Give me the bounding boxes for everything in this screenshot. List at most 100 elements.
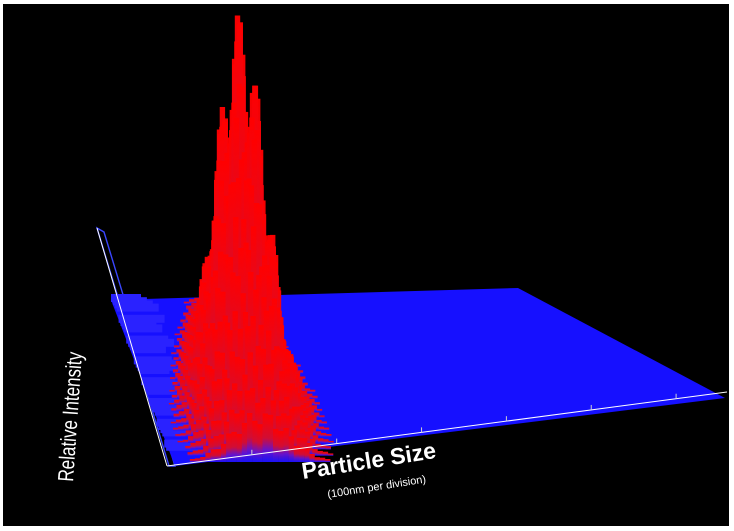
surface-bar — [319, 415, 325, 418]
surface-bar — [181, 402, 187, 412]
surface-bar — [188, 436, 194, 443]
surface-bar — [177, 326, 183, 330]
surface-bar — [195, 441, 201, 450]
surface-bar — [312, 435, 319, 444]
surface-bar — [186, 305, 192, 311]
surface-bar — [197, 449, 204, 456]
surface-bar — [173, 357, 179, 361]
surface-bar — [310, 438, 316, 450]
surface-bar — [176, 338, 183, 342]
surface-bar — [210, 449, 216, 462]
surface-bar — [314, 457, 320, 462]
surface-ripple — [118, 314, 165, 323]
surface-ripple — [133, 356, 172, 365]
surface-bar — [295, 364, 301, 368]
surface-bar — [196, 420, 202, 437]
surface-bar — [316, 419, 322, 425]
surface-bar — [173, 413, 179, 418]
surface-bar — [221, 443, 227, 462]
surface-bar — [198, 430, 204, 444]
y-axis-label: Relative Intensity — [53, 351, 87, 482]
surface-bar — [325, 446, 331, 450]
surface-bar — [302, 382, 308, 387]
surface-bar — [321, 421, 327, 425]
surface-bar — [175, 434, 181, 437]
surface-bar — [309, 454, 315, 462]
surface-bar — [170, 421, 177, 425]
surface-bar — [294, 425, 300, 450]
surface-bar — [192, 450, 199, 456]
surface-bar — [297, 370, 304, 374]
surface-bar — [306, 401, 312, 412]
surface-bar — [286, 415, 292, 456]
surface-bars — [111, 15, 334, 462]
surface-bar — [309, 398, 315, 406]
surface-bar — [289, 408, 295, 450]
surface-bar — [181, 418, 187, 425]
surface-bar — [168, 402, 175, 406]
surface-bar — [193, 432, 199, 444]
surface-bar — [301, 391, 308, 399]
surface-bar — [172, 369, 179, 374]
surface-bar — [190, 442, 196, 450]
surface-bar — [203, 445, 209, 456]
surface-bar — [316, 408, 323, 412]
surface-bar — [172, 382, 178, 387]
surface-bar — [174, 333, 180, 336]
surface-bar — [174, 345, 180, 349]
surface-bar — [304, 448, 310, 462]
surface-bar — [183, 424, 189, 431]
surface-bar — [169, 389, 175, 393]
surface-bar — [309, 389, 316, 393]
surface-bar — [226, 433, 232, 462]
surface-bar — [171, 352, 177, 355]
surface-bar — [325, 459, 331, 462]
surface-ripple — [164, 439, 207, 448]
surface-bar — [292, 406, 298, 443]
surface-bar — [273, 428, 279, 462]
surface-bar — [328, 440, 334, 443]
surface-bar — [174, 399, 180, 406]
surface-bar — [205, 452, 211, 462]
surface-bar — [177, 440, 183, 443]
surface-bar — [314, 412, 320, 418]
surface-bar — [304, 388, 311, 393]
surface-bar — [211, 421, 217, 450]
surface-bar — [267, 414, 274, 462]
surface-bar — [213, 436, 219, 456]
surface-bar — [305, 418, 311, 437]
surface-bar — [178, 411, 185, 418]
surface-bar — [185, 445, 191, 450]
surface-bar — [176, 404, 182, 412]
surface-bar — [311, 405, 317, 412]
surface-bar — [291, 430, 297, 456]
surface-bar — [177, 390, 183, 399]
surface-bar — [180, 433, 186, 437]
surface-ripple — [141, 377, 176, 386]
surface-bar — [215, 449, 222, 462]
surface-bar — [307, 427, 313, 443]
surface-bar — [184, 408, 190, 418]
surface-bar — [189, 459, 196, 462]
surface-bar — [300, 376, 306, 380]
surface-bar — [299, 446, 305, 462]
z-axis-line — [96, 227, 168, 467]
surface-bar — [170, 377, 176, 380]
surface-bar — [311, 414, 317, 425]
surface-bar — [185, 430, 192, 437]
surface-bar — [179, 395, 185, 406]
surface-bar — [312, 395, 318, 399]
surface-bar — [322, 451, 329, 456]
surface-ripple — [126, 335, 169, 344]
surface-bar — [171, 408, 177, 412]
surface-bar — [326, 434, 332, 437]
surface-bar — [304, 431, 311, 450]
surface-bar — [310, 425, 316, 437]
surface-chart: Particle Size (100nm per division) Relat… — [53, 15, 728, 501]
surface-bar — [189, 299, 195, 304]
surface-bar — [236, 433, 242, 462]
surface-bar — [320, 444, 326, 450]
surface-bar — [247, 413, 253, 462]
surface-bar — [320, 432, 327, 437]
